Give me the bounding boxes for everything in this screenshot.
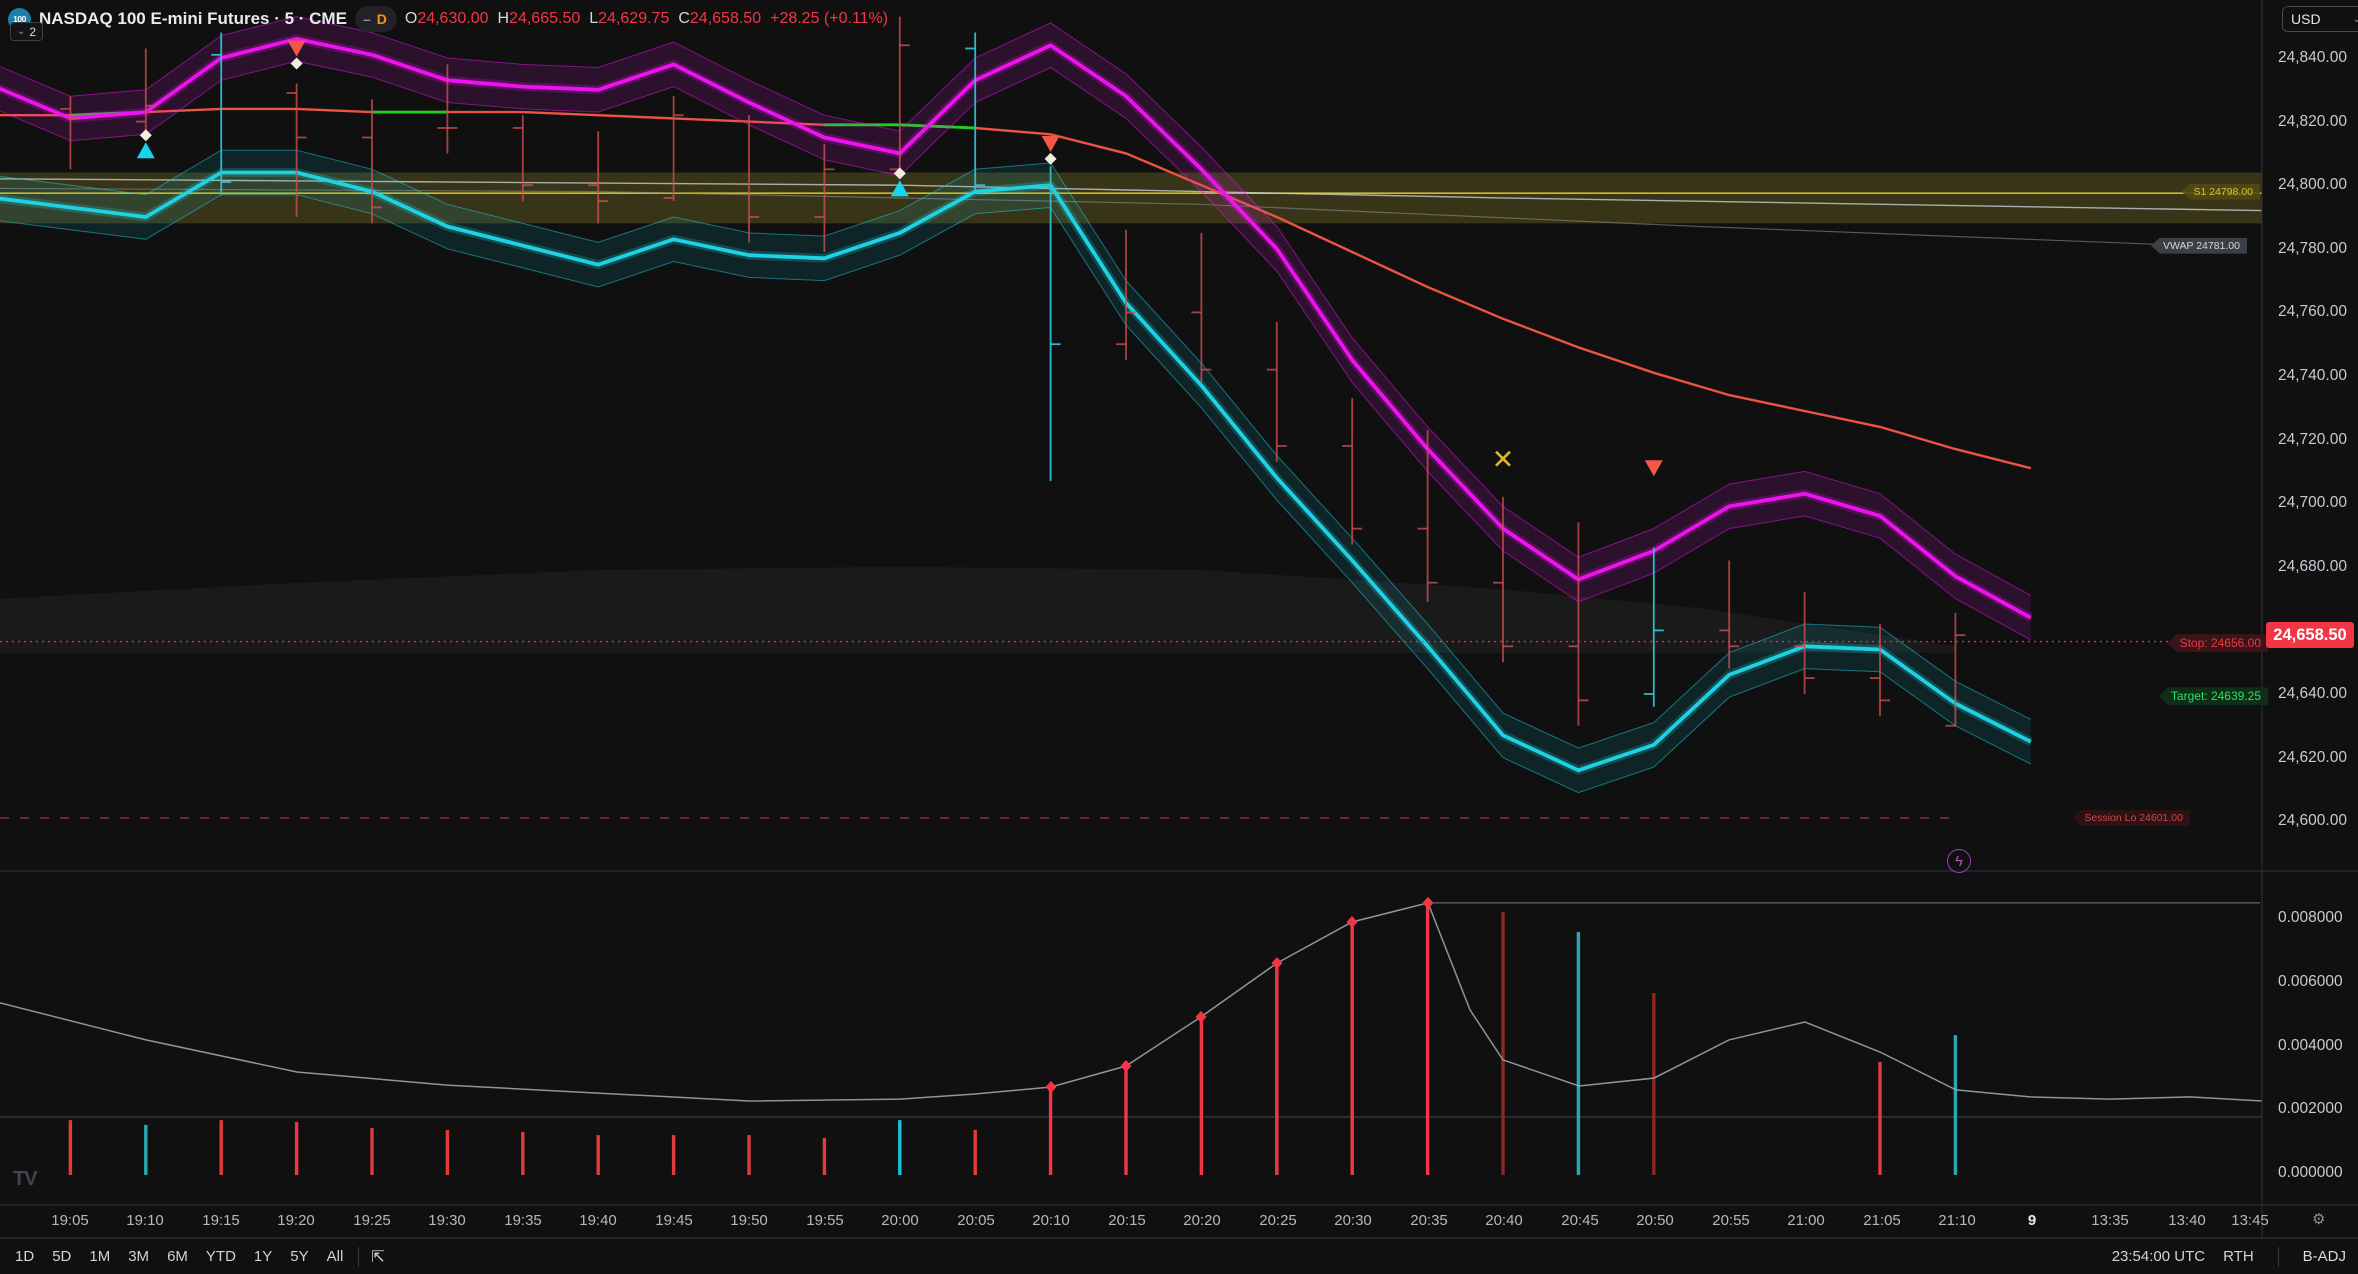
ohlc-value: H24,665.50 [497,10,581,27]
ohlc-readout: O24,630.00 H24,665.50 L24,629.75 C24,658.50… [405,10,888,28]
ohlc-value: L24,629.75 [589,10,670,27]
timeframe-letter: D [376,11,387,27]
price-tick-label: 24,840.00 [2278,49,2347,66]
indicator-tick-label: 0.004000 [2278,1036,2343,1054]
chevron-down-icon: ⌄ [17,26,26,37]
time-tick-label: 20:05 [957,1212,995,1229]
time-tick-label: 19:50 [730,1212,768,1229]
time-tick-label: 20:00 [881,1212,919,1229]
price-tick-label: 24,620.00 [2278,748,2347,766]
triangle-down-marker [287,40,306,70]
range-button-all[interactable]: All [326,1248,344,1265]
currency-selector[interactable]: USD ⌄ [2282,6,2358,32]
price-tick-label: 24,740.00 [2278,367,2347,384]
time-tick-label: 20:30 [1334,1212,1372,1229]
time-tick-label: 21:10 [1938,1212,1976,1229]
adjustment-toggle[interactable]: B-ADJ [2302,1248,2346,1265]
price-tick-label: 24,640.00 [2278,685,2347,702]
range-button-5y[interactable]: 5Y [290,1248,309,1265]
indicator-tick-label: 0.000000 [2278,1164,2343,1181]
price-tick-label: 24,680.00 [2278,557,2347,575]
price-tick-label: 24,720.00 [2278,430,2347,448]
time-tick-label: 19:20 [277,1212,315,1229]
time-tick-label: 13:45 [2231,1212,2269,1229]
time-tick-label: 19:40 [579,1212,617,1229]
time-tick-label: 13:40 [2168,1212,2206,1229]
time-tick-label: 19:10 [126,1212,164,1229]
current-price-label: 24,658.50 [2266,622,2354,649]
time-tick-label: 20:40 [1485,1212,1523,1229]
time-tick-label: 19:30 [428,1212,466,1229]
minimize-dash-icon: – [362,11,371,27]
stop-price-badge[interactable]: Stop: 24656.00 [2167,634,2268,653]
time-tick-label: 20:25 [1259,1212,1297,1229]
session-toggle[interactable]: RTH [2223,1248,2254,1265]
tradingview-logo: TV [13,1168,38,1190]
time-tick-label: 20:50 [1636,1212,1674,1229]
collapse-count: 2 [29,24,37,39]
time-tick-label: 19:35 [504,1212,542,1229]
triangle-up-marker [136,129,155,159]
change-value: +28.25 (+0.11%) [770,10,889,27]
x-marker [1495,450,1511,467]
time-tick-label: 19:05 [51,1212,89,1229]
time-tick-label: 19:25 [353,1212,391,1229]
price-tick-label: 24,820.00 [2278,112,2347,130]
s1-pivot-badge: S1 24798.00 [2181,183,2260,200]
triangle-down-marker [1041,135,1060,165]
time-tick-label: 20:10 [1032,1212,1070,1229]
indicator-tick-label: 0.006000 [2278,972,2343,990]
time-tick-label: 20:20 [1183,1212,1221,1229]
vwap-badge: VWAP 24781.00 [2150,237,2247,254]
range-button-1d[interactable]: 1D [15,1248,35,1265]
currency-label: USD [2291,11,2321,27]
indicator-tick-label: 0.008000 [2278,909,2343,927]
price-tick-label: 24,700.00 [2278,494,2347,512]
range-button-1y[interactable]: 1Y [253,1248,273,1265]
time-tick-label: 21:00 [1787,1212,1825,1229]
indicator-tick-label: 0.002000 [2278,1100,2343,1118]
range-button-1m[interactable]: 1M [89,1248,111,1265]
time-tick-label: 20:55 [1712,1212,1750,1229]
axis-settings-gear-icon[interactable]: ⚙ [2312,1211,2326,1228]
time-tick-label: 20:15 [1108,1212,1146,1229]
time-tick-label: 19:55 [806,1212,844,1229]
time-tick-label: 20:45 [1561,1212,1599,1229]
range-button-5d[interactable]: 5D [52,1248,72,1265]
indicator-collapse-button[interactable]: ⌄ 2 [10,22,44,41]
time-tick-label: 9 [2027,1212,2037,1229]
target-price-badge[interactable]: Target: 24639.25 [2158,687,2268,706]
go-to-date-icon[interactable]: ⇱ [371,1248,385,1266]
ohlc-value: O24,630.00 [404,10,489,27]
ohlc-value: C24,658.50 [678,10,762,27]
triangle-up-marker [890,167,909,197]
symbol-header: 100 NASDAQ 100 E-mini Futures · 5 · CME … [8,5,888,33]
price-tick-label: 24,780.00 [2278,239,2347,257]
triangle-down-marker [1644,460,1663,477]
time-tick-label: 13:35 [2091,1212,2129,1229]
toolbar-divider [358,1246,360,1267]
timeframe-badge[interactable]: – D [354,6,397,32]
price-tick-label: 24,760.00 [2278,303,2347,321]
time-tick-label: 21:05 [1863,1212,1901,1229]
price-tick-label: 24,800.00 [2278,176,2347,194]
symbol-title[interactable]: NASDAQ 100 E-mini Futures · 5 · CME [39,9,347,28]
range-button-3m[interactable]: 3M [128,1248,150,1265]
range-selector: 1D 5D 1M 3M 6M YTD 1Y 5Y All [0,1248,352,1265]
clock-readout[interactable]: 23:54:00 UTC [2111,1248,2206,1265]
range-button-6m[interactable]: 6M [167,1248,188,1265]
instant-order-lightning-icon[interactable]: ϟ [1947,849,1971,873]
price-tick-label: 24,600.00 [2278,812,2347,830]
bottom-toolbar: 1D 5D 1M 3M 6M YTD 1Y 5Y All ⇱ 23:54:00 UTC RTH … [0,1239,2358,1274]
time-tick-label: 19:45 [655,1212,693,1229]
chevron-down-icon: ⌄ [2352,13,2358,25]
time-tick-label: 20:35 [1410,1212,1448,1229]
time-tick-label: 19:15 [202,1212,240,1229]
session-low-badge: Session Lo 24601.00 [2072,810,2190,827]
toolbar-divider [2277,1246,2279,1267]
range-button-ytd[interactable]: YTD [205,1248,236,1265]
